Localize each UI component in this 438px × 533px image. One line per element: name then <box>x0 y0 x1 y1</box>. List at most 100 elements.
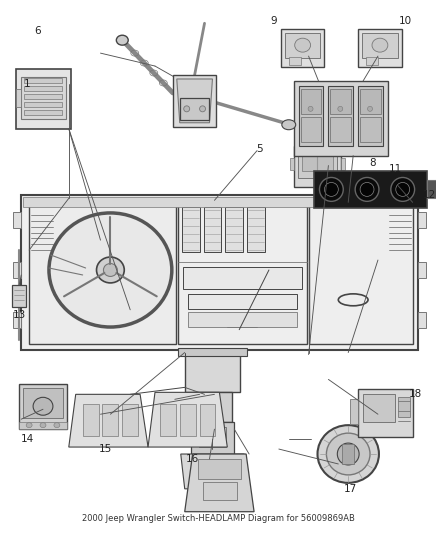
Text: 9: 9 <box>270 17 276 26</box>
Bar <box>289 158 293 169</box>
Polygon shape <box>184 454 254 512</box>
Bar <box>330 89 350 114</box>
Bar <box>187 294 296 309</box>
Ellipse shape <box>54 423 60 427</box>
Bar <box>19 384 67 429</box>
Bar <box>300 89 321 114</box>
Text: 8: 8 <box>369 158 375 167</box>
Bar <box>301 154 332 172</box>
Bar <box>190 422 234 457</box>
Bar <box>340 158 344 169</box>
Text: 16: 16 <box>186 454 199 464</box>
Text: 18: 18 <box>408 389 421 399</box>
Bar <box>197 459 240 479</box>
Bar <box>177 348 247 356</box>
Text: 17: 17 <box>343 484 356 494</box>
Bar <box>122 404 138 436</box>
Bar <box>359 117 380 142</box>
Text: 14: 14 <box>21 434 34 444</box>
Text: 13: 13 <box>13 310 26 320</box>
Ellipse shape <box>184 106 189 112</box>
Bar <box>184 352 240 392</box>
Ellipse shape <box>294 38 310 52</box>
Bar <box>365 57 377 65</box>
Bar <box>397 397 409 417</box>
Bar <box>328 86 352 146</box>
Ellipse shape <box>359 182 373 196</box>
Bar <box>173 75 216 127</box>
Bar <box>298 86 323 146</box>
Ellipse shape <box>199 106 205 112</box>
Bar <box>16 69 71 129</box>
Bar <box>179 98 209 120</box>
Bar <box>297 151 336 179</box>
Bar <box>288 57 300 65</box>
Bar <box>357 86 382 146</box>
Ellipse shape <box>367 107 372 111</box>
Bar <box>12 285 26 307</box>
Bar <box>330 117 350 142</box>
Ellipse shape <box>33 397 53 415</box>
Bar <box>247 207 265 252</box>
Bar <box>21 77 66 119</box>
Ellipse shape <box>217 433 223 438</box>
Ellipse shape <box>371 38 387 52</box>
Ellipse shape <box>395 182 409 196</box>
Bar <box>182 267 301 289</box>
Bar <box>417 212 424 228</box>
Bar <box>293 146 340 188</box>
Bar <box>24 86 62 91</box>
Text: 2000 Jeep Wrangler Switch-HEADLAMP Diagram for 56009869AB: 2000 Jeep Wrangler Switch-HEADLAMP Diagr… <box>82 514 354 523</box>
Bar <box>177 203 306 344</box>
Bar <box>23 197 415 207</box>
Bar <box>357 29 401 67</box>
Bar <box>179 404 195 436</box>
Ellipse shape <box>354 177 378 201</box>
Text: 10: 10 <box>398 17 411 26</box>
Text: 5: 5 <box>255 143 262 154</box>
Ellipse shape <box>96 257 124 283</box>
Text: 12: 12 <box>422 190 435 200</box>
Text: 11: 11 <box>388 164 402 174</box>
Bar <box>16 89 21 107</box>
Bar <box>350 399 357 424</box>
Bar <box>102 404 118 436</box>
Bar <box>181 207 199 252</box>
Bar <box>29 203 175 344</box>
Bar <box>198 427 226 447</box>
Ellipse shape <box>337 107 342 111</box>
Ellipse shape <box>281 120 295 130</box>
Bar <box>19 422 67 429</box>
Bar <box>13 212 21 228</box>
Bar <box>82 404 98 436</box>
Bar <box>203 207 221 252</box>
Bar <box>159 404 175 436</box>
Bar <box>293 81 387 156</box>
Text: 15: 15 <box>99 444 112 454</box>
Text: 1: 1 <box>24 79 30 89</box>
Bar <box>300 117 321 142</box>
Ellipse shape <box>116 35 128 45</box>
Bar <box>357 389 412 437</box>
Bar <box>225 207 243 252</box>
Polygon shape <box>69 394 148 447</box>
Ellipse shape <box>201 433 207 438</box>
Bar <box>342 444 353 464</box>
Bar <box>13 312 21 328</box>
Bar <box>192 392 232 422</box>
Bar <box>427 181 438 198</box>
Polygon shape <box>148 392 227 447</box>
Bar <box>24 102 62 107</box>
Ellipse shape <box>317 425 378 483</box>
Bar <box>24 78 62 83</box>
Bar <box>308 203 412 344</box>
Bar <box>23 389 63 418</box>
Ellipse shape <box>324 182 338 196</box>
Bar <box>24 110 62 115</box>
Ellipse shape <box>103 263 117 277</box>
Bar <box>417 262 424 278</box>
Bar <box>21 196 417 350</box>
Ellipse shape <box>40 423 46 427</box>
Bar <box>361 33 397 58</box>
Ellipse shape <box>336 443 358 465</box>
